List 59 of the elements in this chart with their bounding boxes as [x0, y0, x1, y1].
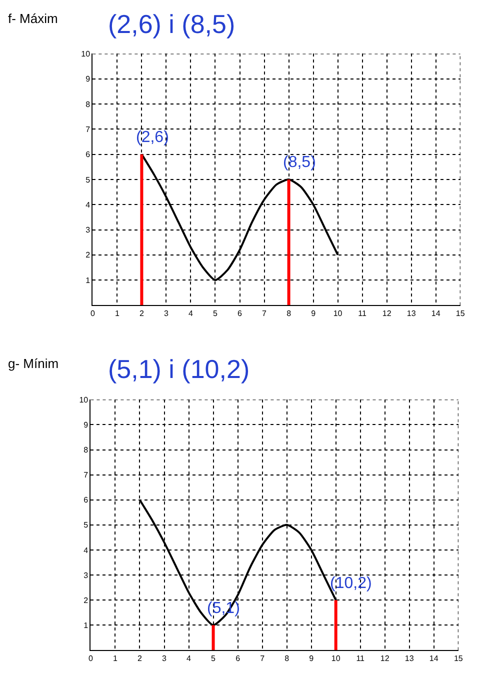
y-tick-label: 3 [86, 226, 91, 235]
x-tick-label: 10 [331, 654, 341, 663]
y-tick-label: 5 [86, 175, 91, 184]
y-tick-label: 2 [86, 250, 91, 260]
y-tick-label: 4 [84, 546, 89, 555]
y-tick-label: 4 [86, 200, 91, 210]
y-tick-label: 7 [86, 124, 91, 134]
x-tick-label: 5 [211, 654, 216, 663]
y-tick-label: 10 [79, 395, 89, 404]
chart-subtitle: (5,1) i (10,2) [108, 354, 250, 384]
y-tick-label: 5 [84, 520, 89, 530]
y-tick-label: 2 [84, 596, 89, 605]
x-tick-label: 3 [164, 308, 169, 318]
x-tick-label: 4 [186, 654, 192, 663]
y-tick-label: 1 [84, 620, 89, 630]
x-tick-label: 11 [356, 654, 366, 663]
annotation: (10,2) [330, 575, 372, 592]
x-tick-label: 13 [406, 308, 416, 318]
y-tick-label: 7 [84, 470, 89, 480]
x-tick-label: 15 [456, 308, 466, 318]
x-tick-label: 8 [286, 308, 292, 318]
x-tick-label: 1 [113, 654, 118, 663]
y-tick-label: 8 [86, 100, 91, 109]
x-tick-label: 6 [238, 308, 243, 318]
x-tick-label: 6 [236, 654, 241, 663]
y-tick-label: 1 [86, 276, 91, 285]
chart-title: f- Máxim [8, 11, 58, 26]
x-tick-label: 9 [309, 654, 314, 663]
x-tick-label: 7 [262, 308, 268, 318]
y-tick-label: 8 [84, 446, 89, 455]
y-tick-label: 9 [86, 74, 91, 84]
x-tick-label: 11 [358, 308, 368, 318]
x-tick-label: 14 [431, 308, 441, 318]
x-tick-label: 15 [454, 654, 464, 663]
x-tick-label: 7 [260, 654, 266, 663]
x-tick-label: 5 [213, 308, 218, 318]
y-tick-label: 3 [84, 570, 89, 580]
y-tick-label: 6 [84, 496, 89, 505]
x-tick-label: 1 [114, 308, 120, 318]
x-tick-label: 4 [188, 308, 194, 318]
x-tick-label: 12 [382, 308, 392, 318]
chart-subtitle: (2,6) i (8,5) [108, 9, 236, 39]
x-tick-label: 14 [429, 654, 439, 663]
chart-title: g- Mínim [8, 356, 59, 371]
x-tick-label: 0 [90, 308, 96, 318]
x-tick-label: 2 [138, 654, 143, 663]
x-tick-label: 3 [162, 654, 168, 663]
annotation: (8,5) [283, 154, 316, 171]
x-tick-label: 13 [404, 654, 414, 663]
y-tick-label: 10 [81, 50, 91, 59]
x-tick-label: 2 [139, 308, 144, 318]
x-tick-label: 12 [380, 654, 390, 663]
x-tick-label: 10 [333, 308, 343, 318]
x-tick-label: 9 [311, 308, 316, 318]
x-tick-label: 0 [88, 654, 94, 663]
y-tick-label: 6 [86, 150, 91, 160]
annotation: (2,6) [136, 129, 169, 146]
x-tick-label: 8 [284, 654, 290, 663]
y-tick-label: 9 [84, 420, 89, 430]
